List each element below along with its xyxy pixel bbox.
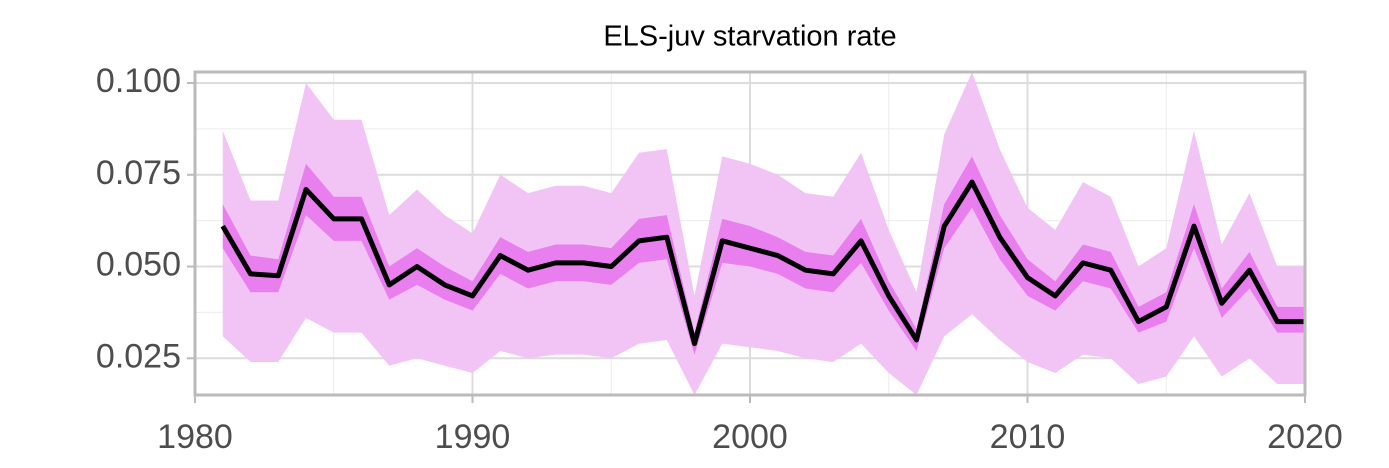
y-tick-label: 0.100	[96, 62, 181, 100]
x-tick-label: 2020	[1267, 418, 1343, 456]
y-tick-label: 0.025	[96, 337, 181, 375]
line	[220, 179, 1305, 347]
x-tick-label: 1990	[435, 418, 511, 456]
x-tick-label: 2000	[712, 418, 788, 456]
band	[222, 156, 1305, 355]
y-tick-label: 0.050	[96, 246, 181, 284]
x-tick-label: 1980	[157, 418, 233, 456]
chart-title: ELS-juv starvation rate	[603, 21, 896, 53]
plot-frame	[193, 70, 1307, 397]
x-tick-label: 2010	[990, 418, 1066, 456]
y-tick-label: 0.075	[96, 154, 181, 192]
